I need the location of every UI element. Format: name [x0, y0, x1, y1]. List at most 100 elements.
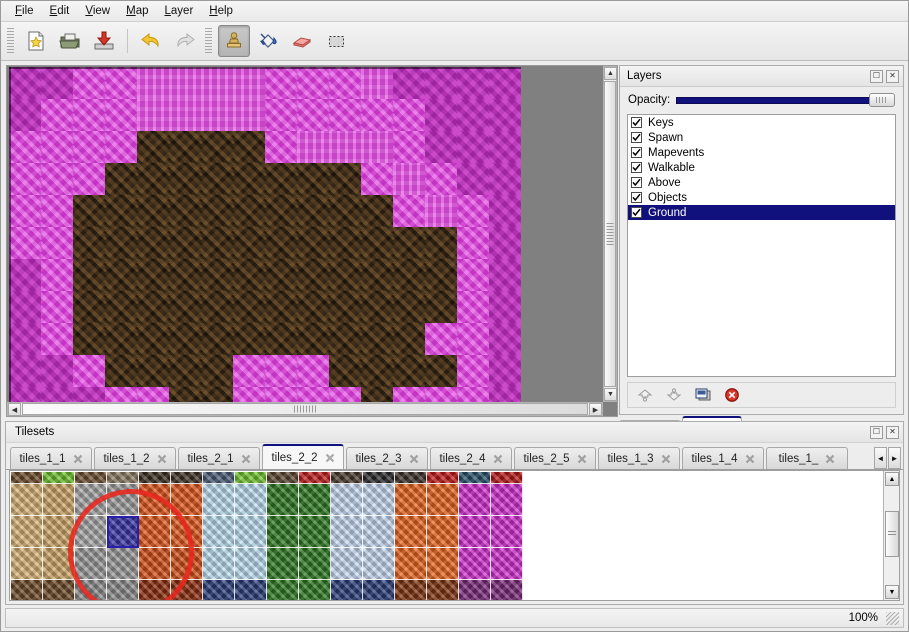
map-tile[interactable] [169, 163, 201, 195]
map-tile[interactable] [297, 163, 329, 195]
tilesets-close-icon[interactable]: ✕ [886, 425, 899, 439]
map-tile[interactable] [201, 195, 233, 227]
tab-close-icon[interactable] [157, 454, 167, 464]
map-tile[interactable] [201, 99, 233, 131]
palette-tile[interactable] [43, 484, 75, 516]
map-tile[interactable] [233, 291, 265, 323]
map-tile[interactable] [105, 195, 137, 227]
map-tile[interactable] [297, 291, 329, 323]
map-tile[interactable] [233, 387, 265, 402]
map-tile[interactable] [265, 259, 297, 291]
palette-tile[interactable] [203, 548, 235, 580]
eraser-tool-button[interactable] [286, 25, 318, 57]
save-map-button[interactable] [88, 25, 120, 57]
palette-tile[interactable] [427, 472, 459, 484]
map-tile[interactable] [265, 163, 297, 195]
map-tile[interactable] [425, 163, 457, 195]
map-tile[interactable] [489, 323, 521, 355]
palette-tile[interactable] [267, 548, 299, 580]
tileset-scroll-thumb[interactable] [885, 511, 899, 557]
map-tile[interactable] [233, 67, 265, 99]
layer-row-objects[interactable]: Objects [628, 190, 895, 205]
palette-tile[interactable] [171, 472, 203, 484]
palette-tile[interactable] [11, 548, 43, 580]
map-tile[interactable] [137, 195, 169, 227]
map-tile[interactable] [393, 291, 425, 323]
map-tile[interactable] [393, 99, 425, 131]
map-tile[interactable] [425, 67, 457, 99]
map-tile[interactable] [393, 195, 425, 227]
select-tool-button[interactable] [320, 25, 352, 57]
palette-tile[interactable] [235, 580, 267, 600]
map-tile[interactable] [393, 227, 425, 259]
palette-tile[interactable] [395, 580, 427, 600]
palette-tile[interactable] [427, 580, 459, 600]
redo-button[interactable] [169, 25, 201, 57]
palette-tile[interactable] [299, 580, 331, 600]
map-tile[interactable] [9, 387, 41, 402]
map-tile[interactable] [137, 259, 169, 291]
map-tile[interactable] [361, 99, 393, 131]
palette-tile[interactable] [203, 484, 235, 516]
map-tile[interactable] [393, 387, 425, 402]
map-tile[interactable] [41, 323, 73, 355]
fill-tool-button[interactable] [252, 25, 284, 57]
map-tile[interactable] [297, 259, 329, 291]
map-tile[interactable] [9, 259, 41, 291]
canvas-scroll-up-button[interactable]: ▲ [604, 67, 617, 80]
menu-item-view[interactable]: View [85, 5, 111, 17]
map-tile[interactable] [457, 67, 489, 99]
map-tile[interactable] [265, 291, 297, 323]
palette-tile[interactable] [491, 516, 523, 548]
map-tile[interactable] [105, 355, 137, 387]
map-tile[interactable] [137, 67, 169, 99]
window-resize-grip[interactable] [886, 611, 899, 625]
duplicate-layer-button[interactable] [690, 383, 716, 407]
palette-tile[interactable] [171, 548, 203, 580]
tileset-tab-tiles_2_3[interactable]: tiles_2_3 [346, 447, 428, 469]
palette-tile[interactable] [491, 580, 523, 600]
map-tile[interactable] [425, 355, 457, 387]
map-tile[interactable] [41, 67, 73, 99]
map-tile[interactable] [169, 99, 201, 131]
palette-tile[interactable] [491, 484, 523, 516]
palette-tile[interactable] [235, 548, 267, 580]
palette-tile[interactable] [11, 580, 43, 600]
palette-tile[interactable] [459, 472, 491, 484]
palette-tile[interactable] [139, 472, 171, 484]
map-tile[interactable] [201, 67, 233, 99]
layer-row-walkable[interactable]: Walkable [628, 160, 895, 175]
map-tile[interactable] [233, 323, 265, 355]
layer-visibility-checkbox[interactable] [631, 132, 642, 143]
map-tile[interactable] [169, 387, 201, 402]
palette-tile[interactable] [171, 484, 203, 516]
palette-tile[interactable] [75, 472, 107, 484]
map-tile[interactable] [361, 227, 393, 259]
map-tile[interactable] [361, 195, 393, 227]
tab-close-icon[interactable] [409, 454, 419, 464]
tileset-tab-tiles_1_[interactable]: tiles_1_ [766, 447, 848, 469]
palette-tile[interactable] [75, 548, 107, 580]
palette-tile[interactable] [267, 516, 299, 548]
canvas-vertical-scrollbar[interactable]: ▲ ▼ [603, 66, 617, 402]
palette-tile[interactable] [299, 516, 331, 548]
palette-tile[interactable] [75, 580, 107, 600]
map-tile[interactable] [265, 195, 297, 227]
map-tile[interactable] [9, 99, 41, 131]
palette-tile[interactable] [235, 472, 267, 484]
map-tile[interactable] [425, 387, 457, 402]
map-tile[interactable] [201, 323, 233, 355]
tileset-tab-tiles_2_1[interactable]: tiles_2_1 [178, 447, 260, 469]
tileset-tab-tiles_1_3[interactable]: tiles_1_3 [598, 447, 680, 469]
tileset-tabs-scroll-right-button[interactable]: ► [888, 447, 901, 469]
tileset-tab-tiles_2_4[interactable]: tiles_2_4 [430, 447, 512, 469]
map-tile[interactable] [329, 259, 361, 291]
map-tile-grid[interactable] [9, 67, 521, 402]
map-tile[interactable] [41, 259, 73, 291]
menu-item-help[interactable]: Help [209, 5, 233, 17]
map-tile[interactable] [201, 227, 233, 259]
tab-close-icon[interactable] [325, 453, 335, 463]
map-tile[interactable] [41, 387, 73, 402]
map-tile[interactable] [361, 67, 393, 99]
tileset-vertical-scrollbar[interactable]: ▲ ▼ [883, 471, 899, 600]
